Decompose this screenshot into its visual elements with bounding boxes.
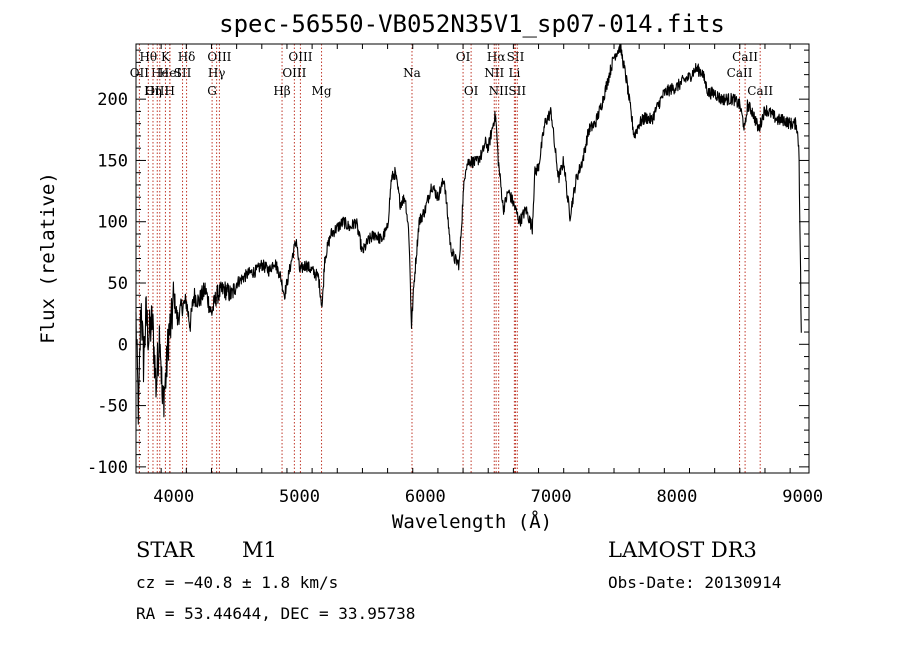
line-label: OI xyxy=(464,84,479,98)
line-label: OI xyxy=(456,50,471,64)
y-tick-label: 0 xyxy=(118,335,128,355)
coordinates: RA = 53.44644, DEC = 33.95738 xyxy=(136,604,415,623)
line-label: SII xyxy=(174,66,192,80)
x-tick-label: 8000 xyxy=(656,487,697,507)
object-type: STAR xyxy=(136,538,195,562)
line-label: OIII xyxy=(207,50,231,64)
obs-date: Obs-Date: 20130914 xyxy=(608,573,781,592)
line-label: SII xyxy=(508,84,526,98)
y-tick-label: -50 xyxy=(97,397,128,417)
line-label: SII xyxy=(507,50,525,64)
spectrum-line xyxy=(135,43,802,425)
line-label: Hγ xyxy=(208,66,226,80)
line-label: H xyxy=(164,84,174,98)
line-label: NII xyxy=(489,84,509,98)
survey-name: LAMOST DR3 xyxy=(608,538,757,562)
line-label: He xyxy=(151,66,169,80)
line-label: Hβ xyxy=(273,84,290,98)
plot-frame xyxy=(135,43,810,474)
y-axis: -100 -50 0 50 100 150 200 xyxy=(87,49,809,478)
line-label: OIII xyxy=(145,84,169,98)
line-label: Mg xyxy=(312,84,332,98)
line-label: Hη xyxy=(144,84,162,98)
x-tick-label: 9000 xyxy=(782,487,823,507)
chart-title: spec-56550-VB052N35V1_sp07-014.fits xyxy=(219,10,725,38)
object-subclass: M1 xyxy=(242,538,277,562)
x-tick-label: 4000 xyxy=(153,487,194,507)
line-label: OII xyxy=(130,66,150,80)
x-tick-label: 7000 xyxy=(531,487,572,507)
line-label: OIII xyxy=(288,50,312,64)
info-panel: STAR M1 LAMOST DR3 cz = −40.8 ± 1.8 km/s… xyxy=(136,538,781,623)
x-tick-label: 6000 xyxy=(405,487,446,507)
line-label: Hα xyxy=(487,50,506,64)
x-axis-title: Wavelength (Å) xyxy=(392,510,552,533)
y-axis-title: Flux (relative) xyxy=(37,172,59,344)
x-axis: 4000 5000 6000 7000 8000 9000 xyxy=(135,44,823,507)
line-label: CaII xyxy=(747,84,773,98)
x-tick-label: 5000 xyxy=(279,487,320,507)
line-label: CaII xyxy=(727,66,753,80)
line-label: Hθ xyxy=(139,50,157,64)
line-label: K xyxy=(161,50,171,64)
y-tick-label: -100 xyxy=(87,458,128,478)
line-label: NII xyxy=(484,66,504,80)
y-tick-label: 100 xyxy=(97,213,128,233)
line-label: Li xyxy=(508,66,520,80)
line-label: OIII xyxy=(282,66,306,80)
redshift-value: cz = −40.8 ± 1.8 km/s xyxy=(136,573,338,592)
y-tick-label: 200 xyxy=(97,90,128,110)
line-label: G xyxy=(207,84,217,98)
line-label: Na xyxy=(403,66,421,80)
y-tick-label: 150 xyxy=(97,151,128,171)
line-label: Hδ xyxy=(178,50,196,64)
y-tick-label: 50 xyxy=(108,274,128,294)
line-label: CaII xyxy=(732,50,758,64)
